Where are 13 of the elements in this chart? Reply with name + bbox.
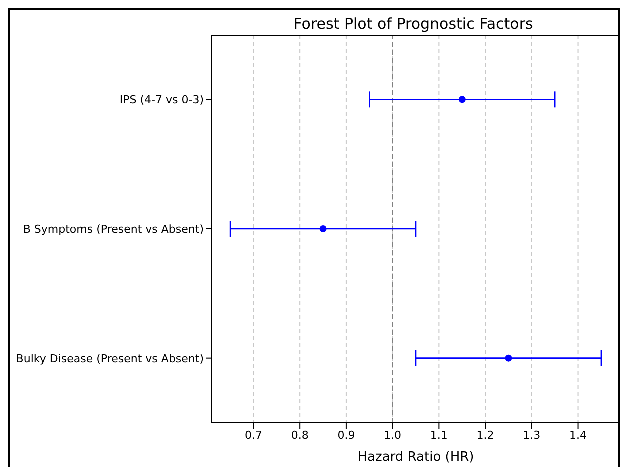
- chart-title: Forest Plot of Prognostic Factors: [292, 15, 534, 33]
- y-tick-label: IPS (4-7 vs 0-3): [120, 94, 204, 107]
- x-tick-label: 1.0: [384, 428, 402, 442]
- x-tick-label: 0.9: [338, 428, 356, 442]
- y-tick-label: B Symptoms (Present vs Absent): [23, 223, 204, 236]
- y-tick-label: Bulky Disease (Present vs Absent): [16, 352, 204, 366]
- x-tick-label: 0.8: [291, 428, 309, 442]
- x-tick-label: 1.2: [476, 428, 494, 442]
- x-axis-title: Hazard Ratio (HR): [358, 450, 474, 465]
- x-tick-label: 1.3: [523, 428, 541, 442]
- x-tick-label: 1.4: [570, 428, 588, 442]
- x-tick-label: 0.7: [244, 428, 262, 442]
- x-tick-label: 1.1: [430, 428, 448, 442]
